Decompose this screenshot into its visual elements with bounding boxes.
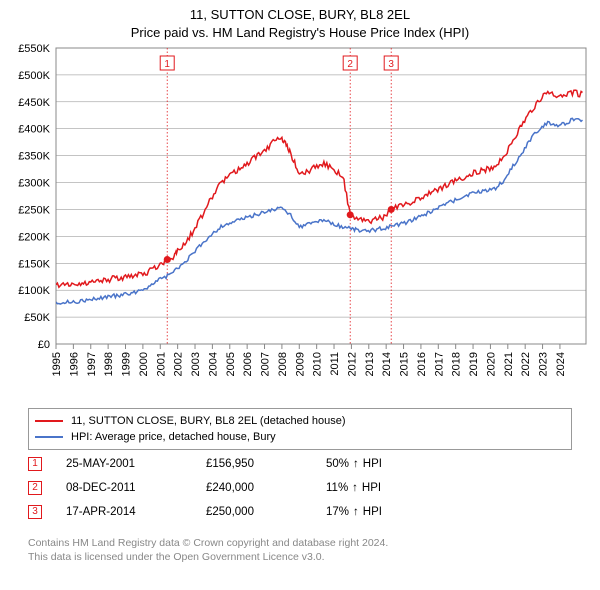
svg-text:£50K: £50K — [24, 312, 50, 324]
svg-text:2024: 2024 — [555, 352, 567, 376]
sale-hpi-suffix: HPI — [363, 506, 382, 518]
title-line1: 11, SUTTON CLOSE, BURY, BL8 2EL — [0, 6, 600, 24]
attribution-line1: Contains HM Land Registry data © Crown c… — [28, 536, 572, 550]
svg-text:2000: 2000 — [138, 352, 150, 376]
figure-container: 11, SUTTON CLOSE, BURY, BL8 2EL Price pa… — [0, 0, 600, 590]
svg-text:1: 1 — [164, 59, 170, 70]
sale-price: £250,000 — [206, 506, 326, 518]
legend-swatch — [35, 420, 63, 422]
sale-date: 25-MAY-2001 — [66, 458, 206, 470]
svg-text:2018: 2018 — [451, 352, 463, 376]
sale-hpi-pct: 50% — [326, 458, 349, 470]
svg-text:2009: 2009 — [294, 352, 306, 376]
svg-text:2002: 2002 — [173, 352, 185, 376]
svg-text:2013: 2013 — [364, 352, 376, 376]
sales-table: 125-MAY-2001£156,95050%↑HPI208-DEC-2011£… — [28, 452, 572, 524]
svg-text:2011: 2011 — [329, 352, 341, 376]
svg-text:1997: 1997 — [86, 352, 98, 376]
arrow-up-icon: ↑ — [353, 506, 359, 518]
svg-text:£350K: £350K — [18, 151, 50, 163]
svg-text:£300K: £300K — [18, 178, 50, 190]
svg-text:£100K: £100K — [18, 285, 50, 297]
svg-text:2004: 2004 — [207, 352, 219, 376]
attribution-line2: This data is licensed under the Open Gov… — [28, 550, 572, 564]
sale-marker-icon: 2 — [28, 481, 42, 495]
svg-text:2021: 2021 — [503, 352, 515, 376]
svg-text:2017: 2017 — [433, 352, 445, 376]
sale-price: £156,950 — [206, 458, 326, 470]
svg-text:2010: 2010 — [312, 352, 324, 376]
svg-text:2001: 2001 — [155, 352, 167, 376]
sale-hpi-pct: 11% — [326, 482, 348, 494]
sale-price: £240,000 — [206, 482, 326, 494]
svg-text:2: 2 — [347, 59, 353, 70]
svg-text:2015: 2015 — [399, 352, 411, 376]
sale-marker-icon: 1 — [28, 457, 42, 471]
legend-label: 11, SUTTON CLOSE, BURY, BL8 2EL (detache… — [71, 415, 346, 427]
price-chart: £0 £50K £100K £150K £200K £250K £300K £350K £400… — [6, 42, 594, 402]
svg-text:1996: 1996 — [68, 352, 80, 376]
svg-text:2008: 2008 — [277, 352, 289, 376]
svg-text:£450K: £450K — [18, 97, 50, 109]
sale-hpi-suffix: HPI — [362, 482, 381, 494]
svg-text:3: 3 — [388, 59, 394, 70]
arrow-up-icon: ↑ — [352, 482, 358, 494]
sale-row: 1 25-MAY-2001£156,95050% ↑ HPI — [28, 452, 572, 476]
svg-text:£400K: £400K — [18, 124, 50, 136]
svg-text:£0: £0 — [38, 339, 50, 351]
sale-hpi: 50% ↑ HPI — [326, 458, 466, 470]
arrow-up-icon: ↑ — [353, 458, 359, 470]
legend-row: 11, SUTTON CLOSE, BURY, BL8 2EL (detache… — [35, 413, 565, 429]
sale-marker-icon: 3 — [28, 505, 42, 519]
sale-date: 08-DEC-2011 — [66, 482, 206, 494]
svg-text:£500K: £500K — [18, 70, 50, 82]
svg-text:2012: 2012 — [346, 352, 358, 376]
svg-text:1995: 1995 — [51, 352, 63, 376]
svg-text:2003: 2003 — [190, 352, 202, 376]
svg-text:£550K: £550K — [18, 43, 50, 55]
chart-area: £0 £50K £100K £150K £200K £250K £300K £350K £400… — [6, 42, 594, 402]
svg-text:2016: 2016 — [416, 352, 428, 376]
svg-text:£150K: £150K — [18, 258, 50, 270]
svg-text:2007: 2007 — [260, 352, 272, 376]
svg-text:2006: 2006 — [242, 352, 254, 376]
sale-hpi-pct: 17% — [326, 506, 349, 518]
legend-label: HPI: Average price, detached house, Bury — [71, 431, 276, 443]
svg-text:2014: 2014 — [381, 352, 393, 376]
svg-text:2019: 2019 — [468, 352, 480, 376]
svg-text:2020: 2020 — [485, 352, 497, 376]
svg-text:2005: 2005 — [225, 352, 237, 376]
svg-text:2022: 2022 — [520, 352, 532, 376]
sale-row: 3 17-APR-2014£250,00017% ↑ HPI — [28, 500, 572, 524]
svg-text:£200K: £200K — [18, 231, 50, 243]
svg-text:1998: 1998 — [103, 352, 115, 376]
svg-text:2023: 2023 — [538, 352, 550, 376]
svg-text:£250K: £250K — [18, 204, 50, 216]
sale-row: 2 08-DEC-2011£240,00011% ↑ HPI — [28, 476, 572, 500]
legend-swatch — [35, 436, 63, 438]
sale-hpi: 17% ↑ HPI — [326, 506, 466, 518]
sale-hpi: 11% ↑ HPI — [326, 482, 466, 494]
chart-title-block: 11, SUTTON CLOSE, BURY, BL8 2EL Price pa… — [0, 0, 600, 41]
legend-row: HPI: Average price, detached house, Bury — [35, 429, 565, 445]
attribution-text: Contains HM Land Registry data © Crown c… — [28, 536, 572, 564]
title-line2: Price paid vs. HM Land Registry's House … — [0, 24, 600, 42]
svg-text:1999: 1999 — [121, 352, 133, 376]
legend-box: 11, SUTTON CLOSE, BURY, BL8 2EL (detache… — [28, 408, 572, 450]
sale-hpi-suffix: HPI — [363, 458, 382, 470]
sale-date: 17-APR-2014 — [66, 506, 206, 518]
